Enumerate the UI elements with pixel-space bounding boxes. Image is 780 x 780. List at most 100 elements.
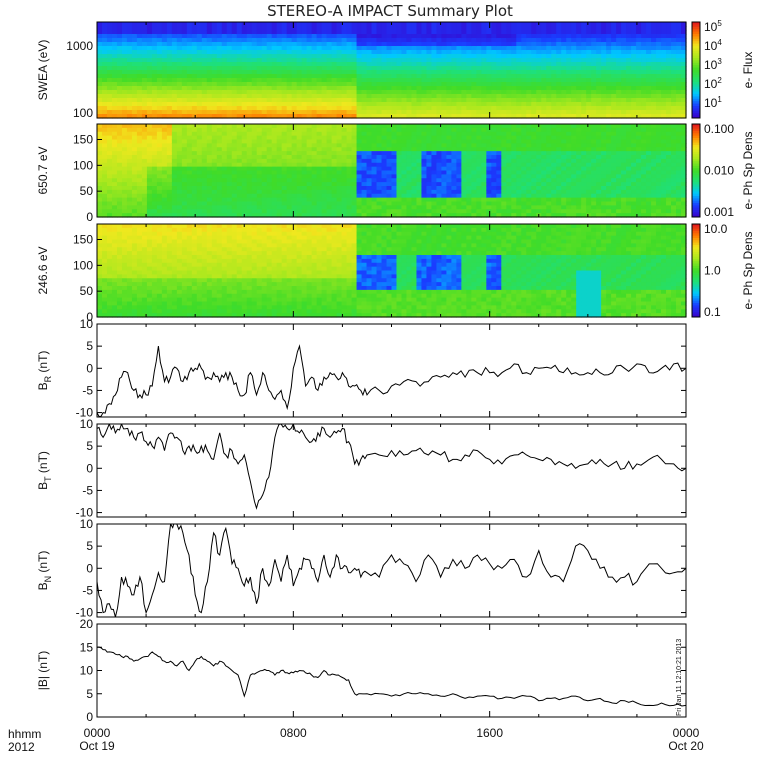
heatmap-cell	[116, 82, 123, 87]
heatmap-cell	[506, 66, 512, 71]
heatmap-cell	[386, 38, 393, 43]
heatmap-cell	[116, 114, 123, 119]
heatmap-cell	[471, 106, 477, 111]
heatmap-cell	[111, 127, 118, 133]
heatmap-cell	[411, 209, 418, 214]
heatmap-cell	[121, 170, 128, 175]
heatmap-cell	[566, 58, 572, 63]
heatmap-cell	[401, 74, 408, 79]
heatmap-cell	[286, 170, 293, 175]
heatmap-cell	[166, 26, 173, 31]
heatmap-cell	[276, 205, 283, 210]
heatmap-cell	[341, 94, 348, 99]
heatmap-cell	[491, 189, 497, 195]
heatmap-cell	[276, 110, 283, 115]
heatmap-cell	[641, 74, 647, 79]
heatmap-cell	[416, 170, 423, 175]
heatmap-cell	[521, 102, 527, 107]
heatmap-cell	[311, 98, 318, 103]
heatmap-cell	[331, 106, 338, 111]
heatmap-cell	[566, 74, 572, 79]
heatmap-cell	[376, 193, 383, 199]
heatmap-cell	[361, 86, 368, 91]
heatmap-cell	[501, 147, 507, 152]
heatmap-cell	[621, 98, 627, 103]
heatmap-cell	[671, 78, 677, 83]
heatmap-cell	[97, 135, 103, 141]
heatmap-cell	[376, 46, 383, 51]
heatmap-cell	[171, 106, 178, 111]
heatmap-cell	[471, 127, 477, 133]
heatmap-cell	[331, 22, 338, 27]
heatmap-cell	[121, 22, 128, 27]
heatmap-cell	[516, 110, 522, 115]
heatmap-cell	[471, 50, 477, 55]
heatmap-cell	[341, 110, 348, 115]
heatmap-cell	[251, 213, 258, 218]
heatmap-cell	[391, 58, 398, 63]
heatmap-cell	[466, 193, 472, 199]
heatmap-cell	[421, 186, 428, 191]
heatmap-cell	[271, 213, 278, 218]
heatmap-cell	[446, 46, 452, 51]
heatmap-cell	[206, 166, 213, 172]
heatmap-cell	[316, 166, 323, 172]
heatmap-cell	[671, 94, 677, 99]
heatmap-cell	[111, 201, 118, 206]
heatmap-cell	[126, 102, 133, 107]
heatmap-cell	[376, 182, 383, 187]
heatmap-cell	[506, 131, 512, 137]
heatmap-cell	[196, 86, 203, 91]
heatmap-cell	[356, 189, 363, 195]
heatmap-cell	[97, 70, 103, 75]
heatmap-cell	[541, 124, 547, 129]
heatmap-cell	[511, 205, 517, 210]
heatmap-cell	[201, 70, 208, 75]
heatmap-cell	[396, 86, 403, 91]
heatmap-cell	[386, 178, 393, 183]
heatmap-cell	[441, 209, 448, 214]
heatmap-cell	[156, 135, 163, 141]
heatmap-cell	[426, 102, 433, 107]
heatmap-cell	[616, 54, 622, 59]
heatmap-cell	[426, 46, 433, 51]
heatmap-cell	[656, 66, 662, 71]
heatmap-cell	[526, 143, 532, 148]
heatmap-cell	[226, 201, 233, 206]
heatmap-cell	[426, 50, 433, 55]
heatmap-cell	[321, 174, 328, 179]
heatmap-cell	[126, 143, 133, 148]
heatmap-cell	[456, 74, 462, 79]
heatmap-cell	[191, 186, 198, 191]
heatmap-cell	[451, 131, 457, 137]
heatmap-cell	[276, 50, 283, 55]
heatmap-cell	[371, 70, 378, 75]
heatmap-cell	[481, 26, 487, 31]
heatmap-cell	[421, 178, 428, 183]
heatmap-cell	[681, 66, 687, 71]
heatmap-cell	[266, 94, 273, 99]
heatmap-cell	[531, 143, 537, 148]
heatmap-cell	[226, 182, 233, 187]
heatmap-cell	[671, 98, 677, 103]
heatmap-cell	[441, 170, 448, 175]
heatmap-cell	[681, 26, 687, 31]
heatmap-cell	[566, 106, 572, 111]
heatmap-cell	[126, 94, 133, 99]
heatmap-cell	[656, 74, 662, 79]
heatmap-cell	[476, 193, 482, 199]
heatmap-cell	[101, 70, 108, 75]
heatmap-cell	[216, 78, 223, 83]
heatmap-cell	[451, 98, 457, 103]
heatmap-cell	[421, 62, 428, 67]
heatmap-cell	[346, 174, 353, 179]
heatmap-cell	[191, 98, 198, 103]
heatmap-cell	[446, 189, 452, 195]
heatmap-cell	[381, 70, 388, 75]
heatmap-cell	[406, 213, 413, 218]
heatmap-cell	[196, 131, 203, 137]
heatmap-cell	[596, 46, 602, 51]
heatmap-cell	[461, 205, 467, 210]
heatmap-cell	[481, 82, 487, 87]
heatmap-cell	[486, 26, 492, 31]
